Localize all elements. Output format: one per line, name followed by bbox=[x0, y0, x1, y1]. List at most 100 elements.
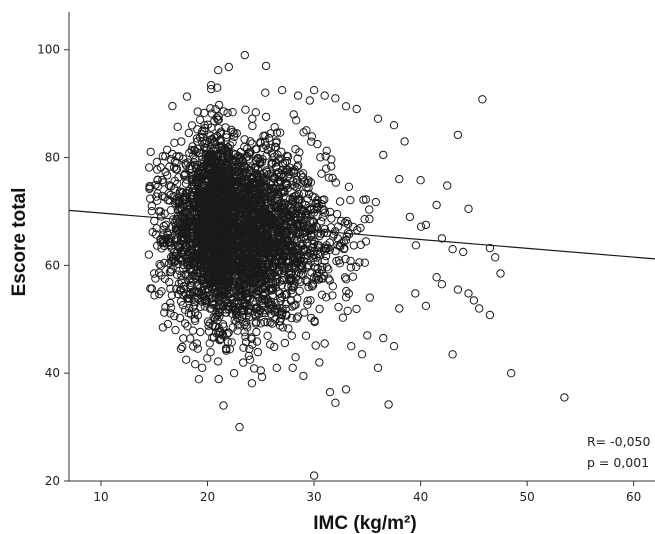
data-point bbox=[184, 128, 194, 138]
data-point bbox=[188, 326, 198, 335]
data-point bbox=[222, 346, 231, 355]
data-point bbox=[174, 259, 183, 269]
data-point bbox=[384, 400, 393, 409]
data-point bbox=[180, 214, 189, 223]
data-point bbox=[146, 147, 155, 157]
data-point bbox=[203, 317, 213, 326]
data-point bbox=[177, 137, 186, 146]
data-point bbox=[250, 233, 259, 243]
data-point bbox=[246, 163, 256, 172]
correlation-annotation: R= -0,050 bbox=[587, 434, 650, 449]
data-point bbox=[277, 275, 286, 284]
data-point bbox=[176, 248, 185, 258]
data-point bbox=[250, 194, 260, 203]
data-point bbox=[175, 192, 184, 201]
y-tick-label: 80 bbox=[45, 151, 60, 165]
data-point bbox=[331, 94, 340, 103]
data-point bbox=[261, 257, 271, 266]
data-point bbox=[179, 223, 189, 232]
data-point bbox=[150, 216, 159, 226]
data-point bbox=[195, 115, 205, 125]
data-point bbox=[193, 137, 202, 146]
data-point bbox=[328, 291, 337, 300]
y-tick-label: 100 bbox=[37, 43, 60, 57]
data-point bbox=[245, 201, 254, 210]
data-point bbox=[325, 387, 335, 397]
data-point bbox=[321, 152, 330, 161]
data-point bbox=[252, 169, 261, 179]
data-point bbox=[389, 342, 399, 351]
data-point bbox=[208, 285, 217, 294]
data-point bbox=[365, 293, 374, 302]
data-point bbox=[302, 126, 311, 135]
data-point bbox=[191, 360, 200, 369]
data-point bbox=[237, 312, 247, 321]
data-point bbox=[248, 340, 257, 349]
data-point bbox=[320, 339, 329, 348]
data-point bbox=[287, 229, 297, 238]
data-point bbox=[264, 216, 273, 225]
data-point bbox=[200, 108, 209, 118]
data-point bbox=[170, 311, 179, 321]
data-point bbox=[287, 331, 296, 340]
data-point bbox=[421, 220, 431, 230]
data-point bbox=[187, 239, 196, 249]
data-point bbox=[267, 214, 276, 223]
data-point bbox=[146, 284, 155, 293]
data-point bbox=[324, 274, 333, 283]
data-point bbox=[272, 363, 281, 372]
data-point bbox=[229, 201, 238, 210]
data-point bbox=[373, 114, 383, 123]
data-point bbox=[273, 307, 282, 316]
data-point bbox=[235, 242, 244, 251]
y-axis-title: Escore total bbox=[9, 188, 30, 297]
data-point bbox=[464, 204, 473, 214]
data-point bbox=[334, 302, 343, 312]
data-point bbox=[211, 203, 221, 212]
data-point bbox=[314, 275, 323, 284]
data-point bbox=[219, 322, 228, 331]
data-point bbox=[361, 237, 371, 246]
data-point bbox=[222, 242, 232, 251]
data-point bbox=[251, 319, 261, 328]
data-point bbox=[175, 152, 184, 161]
data-point bbox=[231, 181, 240, 190]
data-point bbox=[192, 339, 202, 348]
data-point bbox=[230, 203, 240, 212]
data-point bbox=[173, 241, 183, 251]
data-point bbox=[209, 196, 219, 206]
data-point bbox=[290, 301, 299, 310]
data-point bbox=[219, 185, 229, 194]
data-point bbox=[283, 257, 293, 267]
data-point bbox=[275, 234, 285, 244]
data-point bbox=[185, 251, 194, 261]
data-point bbox=[312, 269, 322, 278]
data-point bbox=[258, 263, 267, 273]
data-point bbox=[234, 160, 244, 169]
data-point bbox=[266, 188, 275, 197]
data-point bbox=[243, 183, 252, 193]
data-point bbox=[284, 324, 293, 333]
data-point bbox=[230, 132, 239, 142]
data-point bbox=[221, 267, 230, 276]
data-point bbox=[258, 308, 268, 317]
data-point bbox=[187, 121, 197, 130]
data-point bbox=[313, 198, 322, 208]
data-point bbox=[432, 273, 441, 282]
data-point bbox=[299, 169, 308, 178]
data-point bbox=[183, 322, 192, 331]
data-point bbox=[315, 304, 324, 314]
data-point bbox=[238, 291, 247, 300]
data-point bbox=[271, 278, 280, 287]
data-point bbox=[243, 226, 252, 235]
data-point bbox=[158, 323, 168, 332]
data-point bbox=[373, 363, 383, 372]
data-point bbox=[294, 190, 303, 199]
data-point bbox=[250, 163, 260, 172]
data-point bbox=[231, 265, 241, 274]
data-point bbox=[222, 212, 231, 221]
data-point bbox=[248, 121, 257, 131]
y-axis: 20 40 60 80 100 bbox=[37, 12, 70, 488]
data-point bbox=[352, 262, 361, 271]
data-point bbox=[229, 157, 239, 167]
